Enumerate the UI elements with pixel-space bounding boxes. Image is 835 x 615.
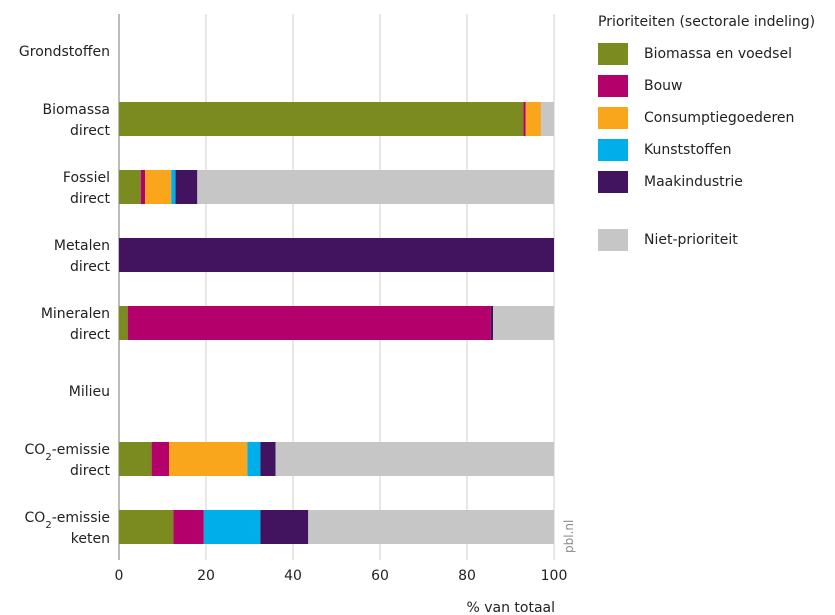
bar-segment (171, 170, 176, 204)
legend-item: Bouw (598, 75, 833, 97)
legend-item: Kunststoffen (598, 139, 833, 161)
category-label: direct (70, 191, 111, 207)
bar-segment (169, 442, 248, 476)
bar-segment (119, 238, 554, 272)
legend-label: Biomassa en voedsel (644, 46, 792, 62)
bar-segment (247, 442, 261, 476)
bar-segment (151, 442, 170, 476)
bar-segment (490, 306, 494, 340)
legend-item: Niet-prioriteit (598, 229, 833, 251)
x-tick-label: 20 (197, 568, 215, 584)
legend-items: Biomassa en voedsel Bouw Consumptiegoedere… (598, 43, 833, 251)
bar-segment (493, 306, 554, 340)
category-label: Milieu (69, 384, 110, 400)
legend-item: Maakindustrie (598, 171, 833, 193)
category-label: CO2-emissie (25, 510, 110, 531)
bar-segment (119, 510, 174, 544)
category-label: Metalen (54, 238, 110, 254)
x-tick-label: 0 (115, 568, 124, 584)
category-label: CO2-emissie (25, 442, 110, 463)
x-tick-labels: 0 20 40 60 80 100 (115, 568, 568, 584)
category-label: direct (70, 123, 111, 139)
legend-label: Maakindustrie (644, 174, 743, 190)
bar-segment (140, 170, 146, 204)
bar-segment (119, 170, 141, 204)
x-tick-label: 60 (371, 568, 389, 584)
bar-segment (173, 510, 204, 544)
bars (119, 102, 555, 544)
legend: Prioriteiten (sectorale indeling) Biomas… (598, 14, 833, 261)
bar-segment (127, 306, 491, 340)
legend-title: Prioriteiten (sectorale indeling) (598, 14, 816, 30)
bar-segment (260, 510, 309, 544)
legend-swatch (598, 43, 628, 65)
bar-segment (308, 510, 554, 544)
category-label: direct (70, 327, 111, 343)
category-label: Fossiel (63, 170, 110, 186)
category-label: Mineralen (41, 306, 110, 322)
bar-segment (119, 306, 128, 340)
bar-segment (260, 442, 276, 476)
bar-segment (119, 442, 152, 476)
category-labels: Grondstoffen Biomassa direct Fossiel direct M… (19, 44, 111, 547)
bar-segment (540, 102, 554, 136)
gridlines (118, 14, 555, 560)
bar-segment (525, 102, 541, 136)
x-tick-label: 80 (458, 568, 476, 584)
legend-label: Consumptiegoederen (644, 110, 795, 126)
category-label: direct (70, 259, 111, 275)
legend-item: Biomassa en voedsel (598, 43, 833, 65)
source-credit: pbl.nl (562, 520, 576, 553)
category-label: direct (70, 463, 111, 479)
x-axis-label: % van totaal (466, 600, 555, 615)
bar-segment (175, 170, 198, 204)
legend-swatch (598, 229, 628, 251)
category-label: keten (71, 531, 110, 547)
x-tick-label: 40 (284, 568, 302, 584)
legend-swatch (598, 107, 628, 129)
x-tick-label: 100 (541, 568, 568, 584)
category-label: Grondstoffen (19, 44, 110, 60)
legend-label: Bouw (644, 78, 683, 94)
legend-swatch (598, 75, 628, 97)
bar-segment (523, 102, 526, 136)
bar-segment (275, 442, 554, 476)
legend-item: Consumptiegoederen (598, 107, 833, 129)
category-label: Biomassa (43, 102, 110, 118)
legend-swatch (598, 171, 628, 193)
legend-swatch (598, 139, 628, 161)
bar-segment (119, 102, 524, 136)
legend-label: Kunststoffen (644, 142, 732, 158)
bar-segment (197, 170, 555, 204)
legend-label: Niet-prioriteit (644, 232, 738, 248)
bar-segment (203, 510, 261, 544)
bar-segment (145, 170, 172, 204)
